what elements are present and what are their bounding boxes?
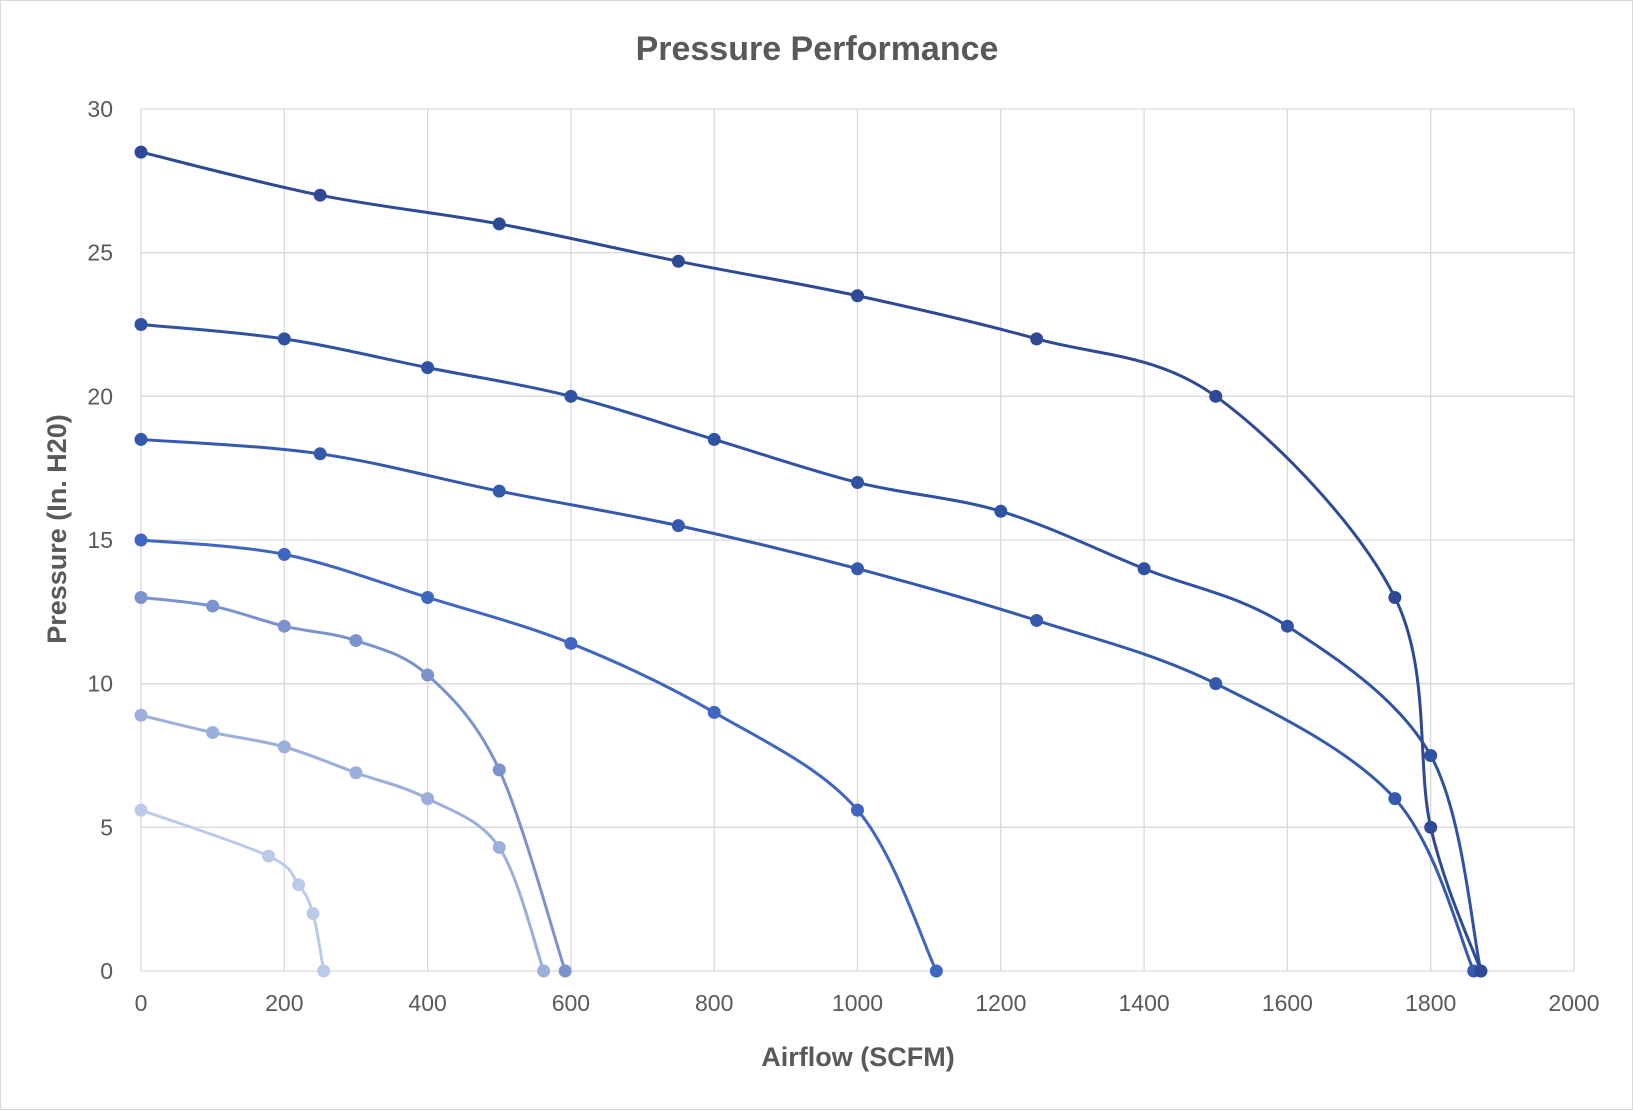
data-point <box>206 599 220 613</box>
series-1 <box>134 145 1488 978</box>
data-point <box>313 188 327 202</box>
x-tick-label: 1400 <box>1119 990 1170 1016</box>
x-tick-label: 0 <box>135 990 148 1016</box>
series-4 <box>134 533 943 978</box>
data-point <box>306 907 320 921</box>
data-point <box>851 476 864 490</box>
data-point <box>1474 964 1488 978</box>
x-tick-label: 600 <box>552 990 590 1016</box>
x-tick-label: 2000 <box>1548 990 1599 1016</box>
data-point <box>313 447 327 461</box>
data-point <box>851 562 864 576</box>
data-point <box>1424 820 1438 834</box>
data-point <box>134 318 148 331</box>
data-point <box>537 964 551 978</box>
data-point <box>929 964 943 978</box>
series-2 <box>134 318 1488 978</box>
x-axis-title: Airflow (SCFM) <box>761 1042 954 1072</box>
data-point <box>277 332 291 346</box>
data-point <box>1137 562 1151 576</box>
y-tick-label: 15 <box>87 527 113 553</box>
data-point <box>206 726 220 740</box>
y-tick-label: 10 <box>87 671 113 697</box>
data-point <box>492 217 506 231</box>
data-point <box>134 590 148 604</box>
y-tick-label: 0 <box>100 958 113 984</box>
data-point <box>134 432 148 446</box>
series-5 <box>134 590 572 978</box>
data-point <box>349 766 363 780</box>
data-point <box>1388 792 1402 806</box>
y-tick-label: 5 <box>100 814 113 840</box>
data-point <box>558 964 572 978</box>
data-point <box>1030 332 1044 346</box>
data-point <box>1388 590 1402 604</box>
data-point <box>994 504 1008 518</box>
data-point <box>262 849 276 863</box>
grid <box>140 108 1575 972</box>
data-point <box>492 840 506 854</box>
y-tick-label: 20 <box>87 383 113 409</box>
y-tick-label: 30 <box>87 96 113 122</box>
series-line <box>139 713 546 973</box>
series-3 <box>134 432 1481 978</box>
data-point <box>421 792 435 806</box>
series-line <box>139 595 567 973</box>
chart-title: Pressure Performance <box>636 30 999 68</box>
y-tick-label: 25 <box>87 240 113 266</box>
data-point <box>277 547 291 561</box>
x-tick-label: 800 <box>695 990 733 1016</box>
x-tick-label: 200 <box>265 990 303 1016</box>
series-6 <box>134 708 551 978</box>
data-point <box>1030 613 1044 627</box>
y-axis-title: Pressure (In. H20) <box>42 414 72 644</box>
data-point <box>134 708 148 722</box>
data-point <box>1209 677 1223 691</box>
x-tick-label: 1200 <box>975 990 1026 1016</box>
data-point <box>277 740 291 754</box>
data-point <box>421 590 435 604</box>
data-point <box>851 289 864 303</box>
data-point <box>707 432 721 446</box>
data-point <box>134 533 148 547</box>
x-tick-label: 1600 <box>1262 990 1313 1016</box>
data-point <box>1280 619 1294 633</box>
series-line <box>139 437 1476 973</box>
series-line <box>139 538 938 973</box>
data-point <box>707 705 721 719</box>
data-point <box>134 803 148 817</box>
data-point <box>1424 749 1438 762</box>
data-point <box>317 964 331 978</box>
data-point <box>492 484 506 498</box>
x-tick-label: 1000 <box>832 990 883 1016</box>
data-point <box>277 619 291 633</box>
data-point <box>564 636 578 650</box>
x-tick-label: 1800 <box>1405 990 1456 1016</box>
data-point <box>292 878 306 892</box>
data-point <box>134 145 148 159</box>
data-point <box>421 361 435 375</box>
data-point <box>671 254 685 268</box>
series-7 <box>134 803 331 978</box>
series-line <box>139 150 1483 973</box>
data-point <box>492 763 506 777</box>
series-line <box>139 323 1483 973</box>
tick-labels: 0 200 400 600 800 1000 1200 1400 1600 1800 2000 0 5 1… <box>87 96 1599 1016</box>
data-point <box>671 519 685 533</box>
series <box>134 145 1488 978</box>
data-point <box>1209 389 1223 403</box>
data-point <box>349 634 363 648</box>
data-point <box>564 389 578 403</box>
x-tick-label: 400 <box>408 990 446 1016</box>
data-point <box>851 803 864 817</box>
data-point <box>421 668 435 682</box>
